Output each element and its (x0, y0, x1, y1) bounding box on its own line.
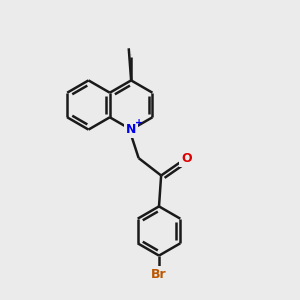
Text: +: + (136, 118, 144, 128)
Text: N: N (126, 123, 136, 136)
Text: O: O (181, 152, 192, 166)
Text: /: / (131, 54, 132, 55)
Text: Br: Br (151, 268, 167, 281)
